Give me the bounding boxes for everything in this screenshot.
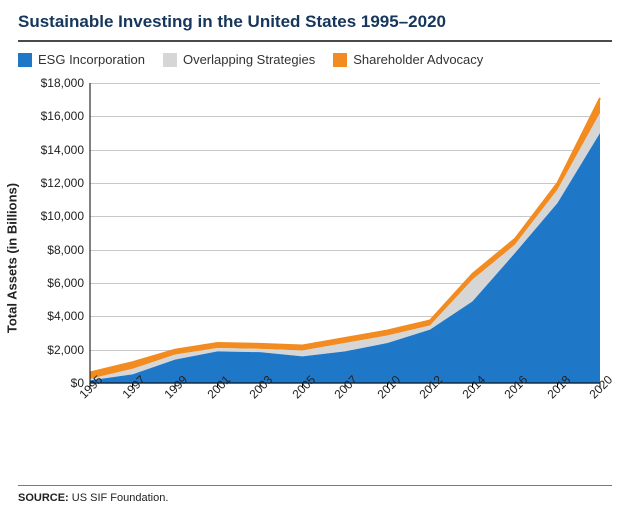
y-tick-label: $12,000	[41, 176, 90, 190]
source-line: SOURCE: US SIF Foundation.	[18, 492, 612, 504]
legend-item-advocacy: Shareholder Advocacy	[333, 52, 483, 67]
y-tick-label: $16,000	[41, 109, 90, 123]
chart-figure: Sustainable Investing in the United Stat…	[0, 0, 630, 525]
legend-label-esg: ESG Incorporation	[38, 52, 145, 67]
legend-swatch-advocacy	[333, 53, 347, 67]
legend: ESG Incorporation Overlapping Strategies…	[18, 52, 612, 67]
source-value: US SIF Foundation.	[72, 492, 169, 504]
title-rule	[18, 40, 612, 42]
y-tick-label: $4,000	[47, 309, 90, 323]
y-tick-label: $2,000	[47, 343, 90, 357]
y-tick-label: $14,000	[41, 143, 90, 157]
legend-swatch-esg	[18, 53, 32, 67]
y-tick-label: $10,000	[41, 209, 90, 223]
legend-label-advocacy: Shareholder Advocacy	[353, 52, 483, 67]
legend-item-overlap: Overlapping Strategies	[163, 52, 315, 67]
plot-region: $0$2,000$4,000$6,000$8,000$10,000$12,000…	[90, 83, 600, 383]
legend-label-overlap: Overlapping Strategies	[183, 52, 315, 67]
y-tick-label: $6,000	[47, 276, 90, 290]
source-label: SOURCE:	[18, 492, 69, 504]
y-axis-label: Total Assets (in Billions)	[5, 183, 20, 333]
chart-title: Sustainable Investing in the United Stat…	[18, 12, 612, 40]
y-tick-label: $8,000	[47, 243, 90, 257]
y-tick-label: $18,000	[41, 76, 90, 90]
legend-swatch-overlap	[163, 53, 177, 67]
chart-area: Total Assets (in Billions) $0$2,000$4,00…	[18, 73, 612, 443]
source-rule	[18, 485, 612, 486]
legend-item-esg: ESG Incorporation	[18, 52, 145, 67]
chart-svg	[90, 83, 600, 393]
